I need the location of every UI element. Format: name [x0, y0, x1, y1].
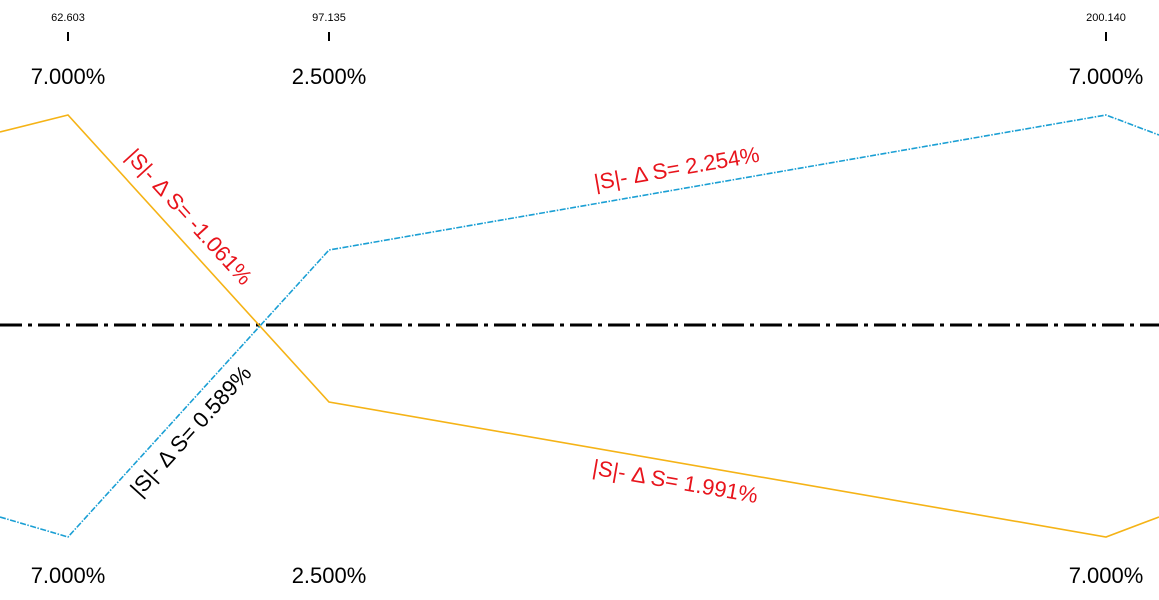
bottom-slope: 2.500% — [292, 563, 367, 588]
blue-profile — [0, 114, 1159, 538]
station-label: 200.140 — [1086, 12, 1126, 24]
bottom-slope: 7.000% — [1069, 563, 1144, 588]
top-slope: 7.000% — [31, 64, 106, 89]
bottom-slope: 7.000% — [31, 563, 106, 588]
station-ticks — [67, 32, 1107, 41]
station-label: 97.135 — [312, 12, 346, 24]
station-label: 62.603 — [51, 12, 85, 24]
orange-profile — [0, 114, 1159, 538]
top-slope: 2.500% — [292, 64, 367, 89]
top-slope: 7.000% — [1069, 64, 1144, 89]
